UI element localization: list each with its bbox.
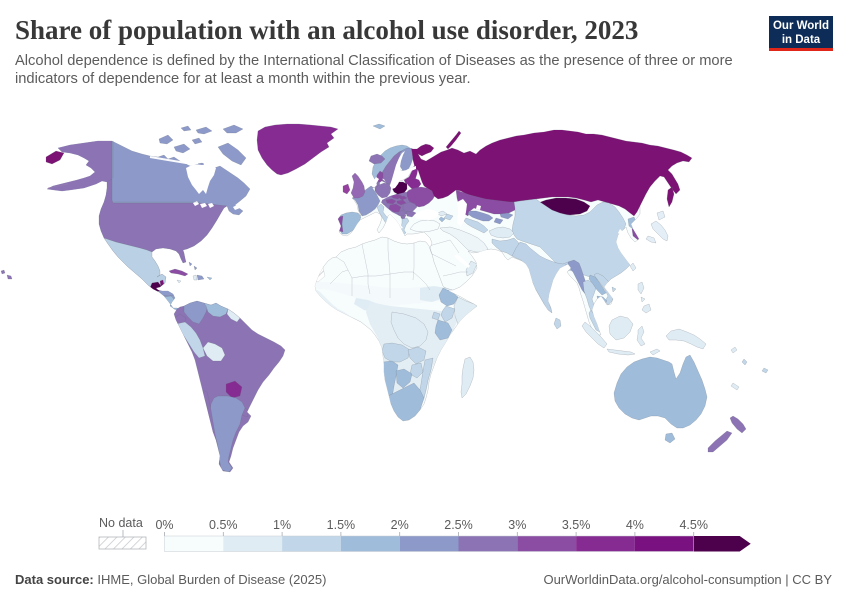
svg-text:3%: 3% xyxy=(508,518,526,532)
svg-text:3.5%: 3.5% xyxy=(562,518,591,532)
svg-text:4.5%: 4.5% xyxy=(679,518,708,532)
svg-text:0%: 0% xyxy=(155,518,173,532)
svg-text:1.5%: 1.5% xyxy=(327,518,356,532)
svg-text:4%: 4% xyxy=(626,518,644,532)
svg-text:2%: 2% xyxy=(391,518,409,532)
svg-text:0.5%: 0.5% xyxy=(209,518,238,532)
svg-text:2.5%: 2.5% xyxy=(444,518,473,532)
svg-text:1%: 1% xyxy=(273,518,291,532)
